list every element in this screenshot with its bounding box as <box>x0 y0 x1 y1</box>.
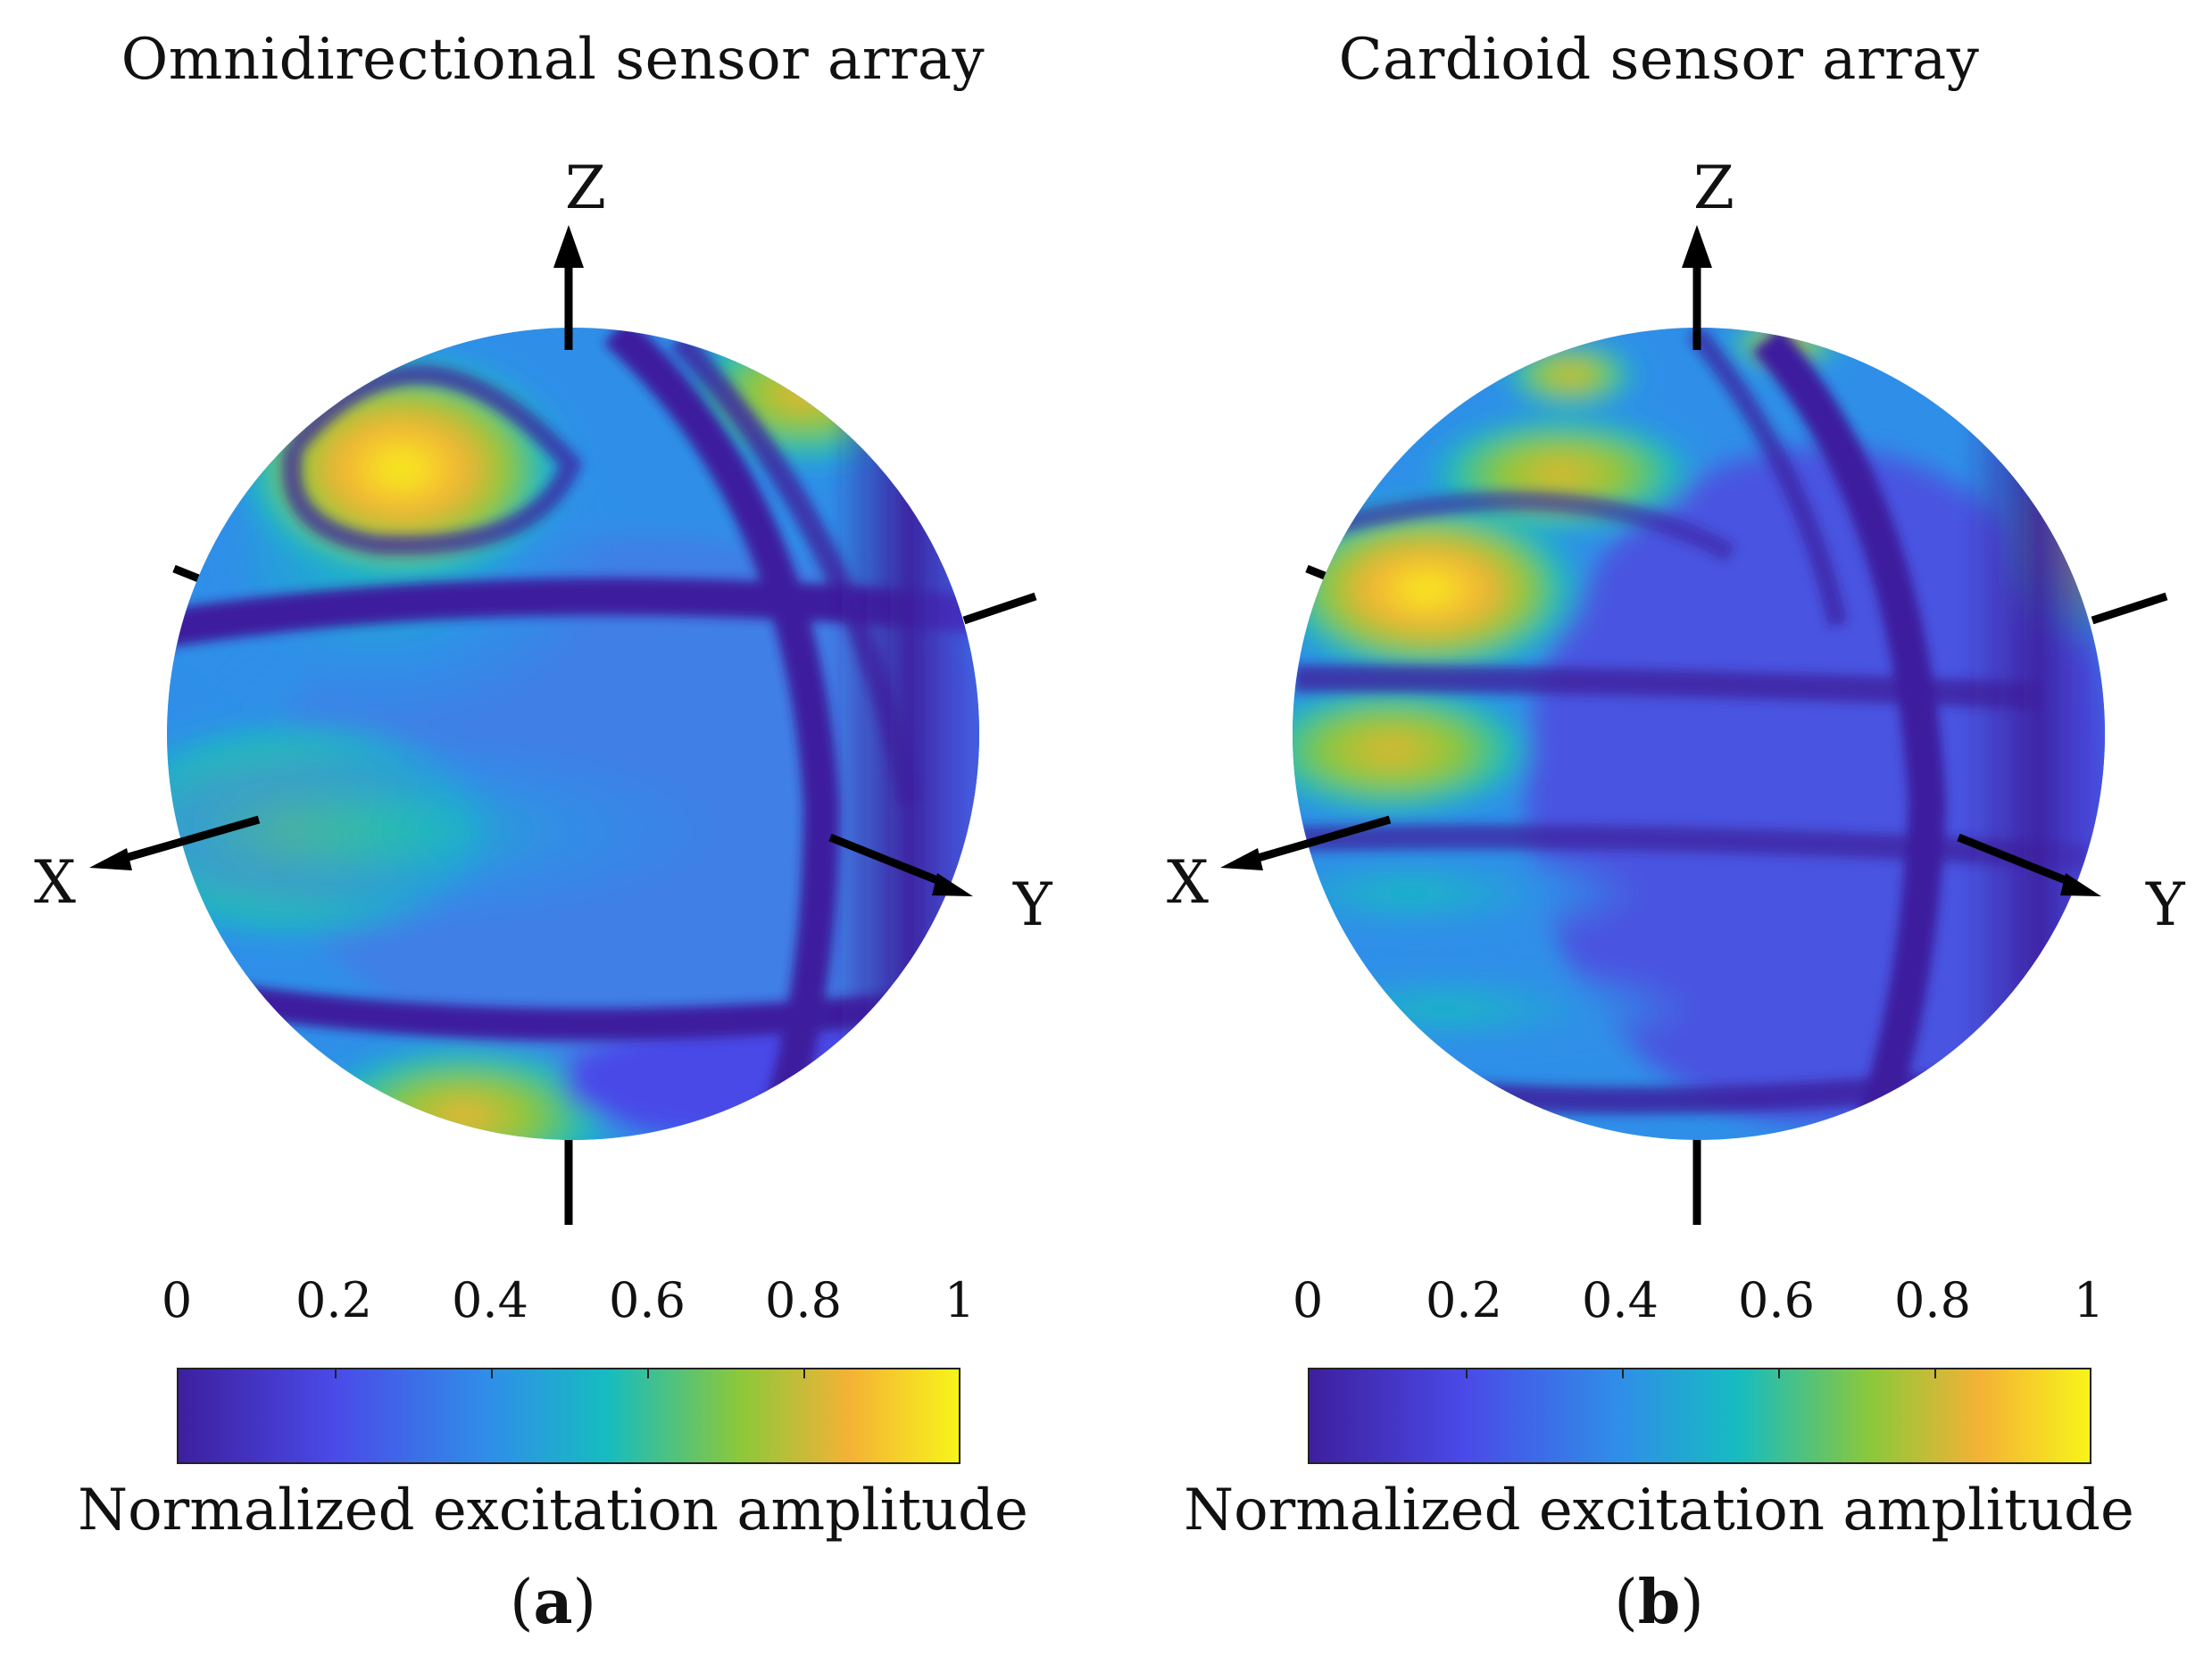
axis-label-z-b: Z <box>1693 154 1734 222</box>
colorbar-tick-label-a: 0.6 <box>609 1272 686 1328</box>
chart-title-a: Omnidirectional sensor array <box>121 27 985 93</box>
chart-title-b: Cardioid sensor array <box>1338 27 1980 93</box>
colorbar-tick-a <box>491 1369 493 1378</box>
colorbar-tick-label-a: 0.8 <box>765 1272 842 1328</box>
colorbar-tick-b <box>1778 1369 1780 1378</box>
colorbar-a <box>177 1368 960 1464</box>
axis-x-arrow-a <box>89 848 132 870</box>
panel-a: Omnidirectional sensor array <box>34 27 1052 1638</box>
axis-y-a <box>828 833 948 888</box>
sphere-plot-a <box>89 225 1037 1225</box>
axis-y-b <box>1957 833 2076 888</box>
sphere-plot-b <box>1220 225 2168 1225</box>
axis-back-y-a <box>962 592 1037 625</box>
axis-label-x-b: X <box>1167 848 1209 917</box>
axis-y-arrow-b <box>2060 873 2101 896</box>
axis-label-z-a: Z <box>565 154 606 222</box>
axis-label-y-b: Y <box>2146 870 2185 939</box>
panel-b: Cardioid sensor array <box>1106 0 2212 1673</box>
axis-label-y-a: Y <box>1013 870 1052 939</box>
colorbar-tick-label-b: 0.6 <box>1738 1272 1815 1328</box>
axis-z-arrow-a <box>553 225 584 268</box>
colorbar-tick-label-a: 0.4 <box>452 1272 528 1328</box>
sphere-surface-a <box>167 328 979 1140</box>
axis-z-arrow-b <box>1682 225 1712 268</box>
axis-back-y-b <box>2091 592 2168 625</box>
colorbar-tick-b <box>1622 1369 1624 1378</box>
axis-x-a <box>114 815 261 865</box>
colorbar-tick-a <box>335 1369 337 1378</box>
axis-label-x-a: X <box>34 848 76 917</box>
colorbar-tick-a <box>803 1369 805 1378</box>
colorbar-tick-label-b: 0.2 <box>1426 1272 1502 1328</box>
colorbar-label-b: Normalized excitation amplitude <box>1184 1477 2134 1544</box>
colorbar-tick-b <box>1466 1369 1468 1378</box>
colorbar-tick-label-b: 0.4 <box>1582 1272 1659 1328</box>
colorbar-gradient-a <box>179 1369 959 1462</box>
colorbar-label-a: Normalized excitation amplitude <box>78 1477 1028 1544</box>
axis-y-arrow-a <box>932 873 973 896</box>
axis-x-b <box>1247 815 1392 865</box>
panel-letter-a: (a) <box>509 1567 597 1638</box>
colorbar-tick-label-b: 0.8 <box>1894 1272 1971 1328</box>
colorbar-tick-b <box>1934 1369 1936 1378</box>
colorbar-tick-label-b: 1 <box>2073 1272 2105 1328</box>
colorbar-gradient-b <box>1310 1369 2090 1462</box>
sphere-surface-b <box>1293 328 2105 1140</box>
colorbar-tick-label-a: 1 <box>944 1272 976 1328</box>
panel-letter-b: (b) <box>1614 1567 1704 1638</box>
colorbar-tick-a <box>647 1369 649 1378</box>
colorbar-tick-label-a: 0 <box>161 1272 193 1328</box>
axis-x-arrow-b <box>1220 848 1263 870</box>
colorbar-tick-label-b: 0 <box>1292 1272 1324 1328</box>
colorbar-tick-label-a: 0.2 <box>295 1272 372 1328</box>
colorbar-b <box>1308 1368 2091 1464</box>
